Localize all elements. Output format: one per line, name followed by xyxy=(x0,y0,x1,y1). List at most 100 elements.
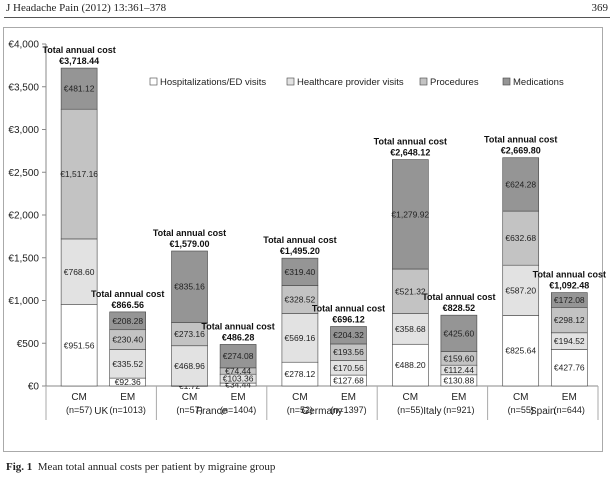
bar-category-label: CM xyxy=(403,392,419,403)
data-label: €358.68 xyxy=(395,324,426,334)
data-label: €1,517.16 xyxy=(60,169,98,179)
data-label: €230.40 xyxy=(112,335,143,345)
bar-sample-size: (n=55) xyxy=(397,405,423,415)
total-label-caption: Total annual cost xyxy=(153,228,226,238)
header-rule xyxy=(4,17,610,18)
y-tick-label: €2,500 xyxy=(8,168,39,179)
data-label: €468.96 xyxy=(174,361,205,371)
data-label: €34.44 xyxy=(225,380,251,390)
data-label: €74.44 xyxy=(225,366,251,376)
data-label: €130.88 xyxy=(444,375,475,385)
country-label: Spain xyxy=(530,406,556,417)
total-value-label: €696.12 xyxy=(332,314,365,324)
total-label-caption: Total annual cost xyxy=(484,135,557,145)
bar-category-label: CM xyxy=(292,392,308,403)
data-label: €488.20 xyxy=(395,360,426,370)
country-label: France xyxy=(196,406,228,417)
bar-sample-size: (n=644) xyxy=(554,405,585,415)
bar-category-label: EM xyxy=(562,392,577,403)
data-label: €274.08 xyxy=(223,351,254,361)
bar-category-label: CM xyxy=(182,392,198,403)
country-label: Italy xyxy=(423,406,441,417)
data-label: €425.60 xyxy=(444,328,475,338)
bar-category-label: CM xyxy=(71,392,87,403)
figure-caption-text: Mean total annual costs per patient by m… xyxy=(37,461,276,473)
country-label: UK xyxy=(94,406,108,417)
bar-sample-size: (n=52) xyxy=(287,405,313,415)
bar-sample-size: (n=1397) xyxy=(330,405,366,415)
bar-segment xyxy=(171,345,208,387)
total-value-label: €2,669.80 xyxy=(501,146,541,156)
y-tick-label: €0 xyxy=(28,382,40,393)
bar-segment xyxy=(281,285,319,314)
data-label: €1,279.92 xyxy=(391,209,429,219)
total-label-caption: Total annual cost xyxy=(201,321,274,331)
legend-swatch xyxy=(419,77,428,86)
y-tick-label: €3,000 xyxy=(8,125,39,136)
cost-chart: €0 €500 €1,000 €1,500 €2,000 €2,500 €3,000 €3,5… xyxy=(8,40,606,420)
data-label: €481.12 xyxy=(64,84,95,94)
bar-category-label: CM xyxy=(513,392,529,403)
bar-segment xyxy=(392,268,429,314)
bar-segment xyxy=(281,313,319,363)
y-tick-label: €2,000 xyxy=(8,211,39,222)
total-label-caption: Total annual cost xyxy=(374,137,447,147)
bar-segment xyxy=(440,314,478,352)
journal-citation: J Headache Pain (2012) 13:361–378 xyxy=(6,2,167,14)
bar-segment xyxy=(60,108,98,240)
bar-segment xyxy=(109,311,146,331)
page-number: 369 xyxy=(591,2,609,14)
bar-segment xyxy=(502,157,540,212)
total-value-label: €3,718.44 xyxy=(59,56,99,66)
data-label: €569.16 xyxy=(285,333,316,343)
bar-segment xyxy=(60,238,98,305)
data-label: €193.56 xyxy=(333,347,364,357)
bar-segment xyxy=(392,343,429,387)
data-label: €319.40 xyxy=(285,267,316,277)
bar-sample-size: (n=921) xyxy=(443,405,474,415)
legend-label: Procedures xyxy=(430,77,479,88)
data-label: €208.28 xyxy=(112,316,143,326)
data-label: €127.68 xyxy=(333,376,364,386)
data-label: €632.68 xyxy=(505,233,536,243)
total-label-caption: Total annual cost xyxy=(533,270,606,280)
bar-sample-size: (n=1013) xyxy=(110,405,146,415)
bar-segment xyxy=(550,307,588,334)
bar-segment xyxy=(502,315,540,387)
figure-caption: Fig. 1 Mean total annual costs per patie… xyxy=(6,461,275,473)
figure-frame xyxy=(3,27,603,452)
bar-segment xyxy=(550,292,588,308)
data-label: €298.12 xyxy=(554,315,585,325)
data-label: €624.28 xyxy=(505,179,536,189)
data-label: €951.56 xyxy=(64,340,95,350)
legend-swatch xyxy=(286,77,295,86)
data-label: €587.20 xyxy=(505,285,536,295)
bar-category-label: EM xyxy=(120,392,135,403)
data-label: €521.32 xyxy=(395,286,426,296)
total-value-label: €1,579.00 xyxy=(169,239,209,249)
data-label: €328.52 xyxy=(285,295,316,305)
data-label: €159.60 xyxy=(444,353,475,363)
bar-category-label: EM xyxy=(341,392,356,403)
data-label: €92.36 xyxy=(115,377,141,387)
data-label: €825.64 xyxy=(505,346,536,356)
bar-segment xyxy=(60,304,98,387)
y-tick-label: €4,000 xyxy=(8,40,39,51)
total-label-caption: Total annual cost xyxy=(42,45,115,55)
bar-segment xyxy=(550,349,588,387)
legend-label: Hospitalizations/ED visits xyxy=(160,77,266,88)
y-tick-label: €3,500 xyxy=(8,82,39,93)
legend-label: Medications xyxy=(513,77,564,88)
bar-segment xyxy=(392,313,429,345)
total-label-caption: Total annual cost xyxy=(91,289,164,299)
total-value-label: €486.28 xyxy=(222,332,255,342)
data-label: €273.16 xyxy=(174,329,205,339)
data-label: €768.60 xyxy=(64,267,95,277)
bar-segment xyxy=(502,264,540,316)
bar-segment xyxy=(502,210,540,266)
y-tick-label: €1,500 xyxy=(8,253,39,264)
data-label: €335.52 xyxy=(112,359,143,369)
bar-segment xyxy=(171,250,208,323)
country-label: Germany xyxy=(301,406,342,417)
y-tick-label: €500 xyxy=(17,339,40,350)
